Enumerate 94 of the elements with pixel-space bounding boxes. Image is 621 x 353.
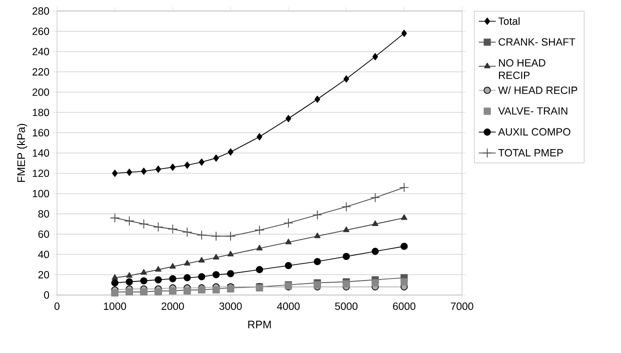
point	[256, 266, 264, 274]
legend-label: VALVE- TRAIN	[498, 107, 568, 115]
point	[370, 192, 380, 203]
point	[155, 166, 162, 173]
point	[155, 266, 162, 272]
y-tick-label: 240	[32, 48, 50, 56]
y-axis-title: FMEP (kPa)	[16, 124, 28, 182]
x-tick-label: 1000	[104, 302, 126, 310]
legend-label: Total	[498, 17, 520, 25]
x-tick-label: 4000	[277, 302, 300, 310]
point	[170, 164, 176, 171]
point	[312, 210, 322, 220]
y-tick-label: 20	[38, 271, 50, 278]
point	[227, 250, 234, 256]
point	[256, 244, 263, 250]
x-axis-title: RPM	[248, 320, 271, 328]
y-tick-label: 180	[32, 108, 50, 116]
point	[399, 182, 410, 192]
point	[284, 218, 294, 228]
point	[400, 214, 408, 220]
point	[372, 220, 378, 226]
point	[124, 216, 134, 226]
legend-label: NO HEAD RECIP	[499, 59, 546, 80]
point	[372, 248, 379, 255]
point	[254, 225, 264, 235]
y-tick-label: 160	[32, 129, 50, 136]
point	[314, 232, 321, 238]
x-tick-label: 0	[54, 302, 60, 310]
point	[211, 231, 221, 242]
point	[284, 262, 292, 270]
point	[226, 231, 236, 242]
point	[140, 269, 147, 275]
point	[226, 270, 234, 278]
point	[212, 254, 220, 260]
point	[372, 53, 378, 60]
point	[184, 260, 190, 266]
y-tick-label: 280	[32, 7, 50, 15]
point	[126, 168, 132, 176]
point	[400, 242, 408, 250]
point	[184, 274, 191, 282]
point	[198, 273, 206, 280]
x-tick-label: 5000	[335, 302, 358, 310]
point	[154, 276, 162, 284]
y-tick-label: 100	[32, 190, 50, 198]
point	[213, 154, 219, 162]
point	[343, 75, 350, 83]
point	[110, 213, 120, 223]
point	[170, 263, 176, 269]
point	[343, 226, 350, 232]
point	[285, 238, 292, 244]
x-tick-label: 7000	[450, 302, 474, 310]
x-tick-label: 3000	[219, 302, 242, 310]
point	[140, 277, 148, 284]
y-tick-label: 200	[32, 88, 50, 96]
point	[126, 278, 133, 286]
point	[401, 30, 407, 37]
point	[400, 278, 408, 286]
point	[314, 96, 320, 103]
y-tick-label: 0	[44, 291, 50, 299]
y-tick-label: 80	[38, 210, 50, 218]
point	[286, 114, 292, 122]
point	[182, 227, 192, 237]
point	[196, 230, 207, 240]
x-tick-label: 2000	[162, 302, 184, 310]
y-tick-label: 60	[38, 230, 50, 238]
point	[140, 168, 147, 175]
y-tick-label: 260	[32, 28, 50, 35]
point	[198, 158, 204, 166]
point	[342, 252, 350, 260]
point	[184, 162, 190, 169]
point	[126, 272, 132, 278]
point	[112, 274, 118, 280]
point	[169, 275, 176, 282]
point	[198, 256, 205, 263]
y-tick-label: 120	[32, 170, 50, 177]
point	[372, 279, 379, 286]
legend-label: W/ HEAD RECIP	[498, 86, 578, 94]
legend-label: TOTAL PMEP	[498, 149, 563, 156]
point	[256, 133, 262, 140]
y-tick-label: 140	[32, 149, 50, 157]
y-tick-label: 40	[38, 250, 50, 258]
point	[153, 222, 164, 232]
point	[228, 148, 234, 156]
y-tick-label: 220	[32, 68, 50, 76]
legend-label: AUXIL COMPO	[498, 128, 570, 136]
point	[111, 279, 118, 286]
legend-label: CRANK- SHAFT	[498, 38, 576, 46]
point	[341, 202, 352, 212]
x-tick-label: 6000	[393, 302, 416, 310]
point	[168, 224, 178, 234]
point	[138, 219, 149, 229]
point	[314, 258, 321, 266]
point	[212, 271, 220, 278]
point	[112, 170, 118, 177]
